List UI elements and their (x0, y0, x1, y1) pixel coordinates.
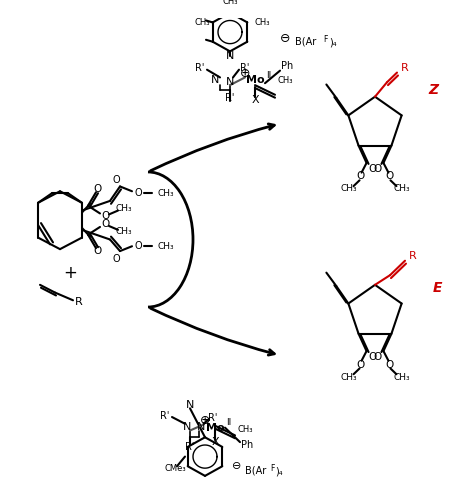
Text: X: X (251, 94, 259, 104)
Text: O: O (357, 360, 365, 370)
Text: II: II (227, 418, 232, 428)
Text: Z: Z (428, 83, 438, 97)
Text: O: O (373, 352, 382, 362)
Text: O: O (385, 360, 394, 370)
Text: ⊕: ⊕ (200, 414, 210, 428)
Text: CH₃: CH₃ (157, 242, 174, 251)
Text: O: O (134, 188, 142, 198)
Text: CH₃: CH₃ (116, 204, 132, 213)
Text: Ph: Ph (281, 61, 293, 71)
Text: CH₃: CH₃ (393, 372, 410, 382)
Text: CH₃: CH₃ (237, 425, 253, 434)
Text: CH₃: CH₃ (340, 372, 357, 382)
Text: O: O (134, 242, 142, 252)
Text: CH₃: CH₃ (157, 188, 174, 198)
Text: II: II (266, 71, 272, 80)
Text: ⊖: ⊖ (280, 32, 290, 46)
Text: R': R' (160, 411, 170, 421)
Text: O: O (357, 172, 365, 181)
Text: R': R' (195, 63, 205, 73)
Text: R': R' (185, 442, 195, 452)
Text: CMe₃: CMe₃ (164, 464, 186, 472)
Text: O: O (385, 172, 394, 181)
Text: Ph: Ph (241, 440, 253, 450)
Text: E: E (432, 280, 442, 294)
Text: F: F (270, 464, 274, 472)
Text: O: O (93, 246, 101, 256)
Text: CH₃: CH₃ (194, 18, 210, 27)
Text: O: O (112, 174, 120, 184)
Text: O: O (373, 164, 382, 173)
Text: N: N (183, 422, 191, 432)
Text: O: O (368, 164, 377, 173)
Text: N: N (211, 76, 219, 86)
Text: O: O (93, 184, 101, 194)
Text: X: X (211, 437, 219, 447)
Text: N: N (197, 422, 205, 432)
Text: B(Ar: B(Ar (295, 36, 316, 46)
Text: CH₃: CH₃ (340, 184, 357, 194)
Text: B(Ar: B(Ar (245, 465, 266, 475)
Text: F: F (323, 36, 327, 44)
Text: ⊖: ⊖ (232, 461, 242, 471)
Text: CH₃: CH₃ (277, 76, 293, 85)
Text: Mo: Mo (206, 422, 224, 432)
Text: R': R' (225, 92, 235, 102)
Text: )₄: )₄ (329, 38, 337, 48)
Text: R': R' (208, 413, 218, 423)
Text: Mo: Mo (245, 76, 264, 86)
Text: O: O (368, 352, 377, 362)
Text: O: O (101, 212, 109, 222)
Text: R': R' (240, 63, 250, 73)
Text: CH₃: CH₃ (116, 228, 132, 236)
Text: R: R (401, 63, 409, 73)
Text: ⊕: ⊕ (240, 67, 250, 80)
Text: N: N (186, 400, 194, 410)
Text: CH₃: CH₃ (393, 184, 410, 194)
Text: N: N (226, 77, 234, 87)
Text: CH₃: CH₃ (222, 0, 238, 6)
Text: +: + (63, 264, 77, 282)
Text: O: O (112, 254, 120, 264)
Text: O: O (101, 219, 109, 229)
Text: R: R (75, 297, 83, 307)
Text: CH₃: CH₃ (254, 18, 270, 27)
Text: )₄: )₄ (275, 466, 283, 476)
Text: R: R (409, 251, 417, 261)
Text: N: N (226, 51, 234, 61)
